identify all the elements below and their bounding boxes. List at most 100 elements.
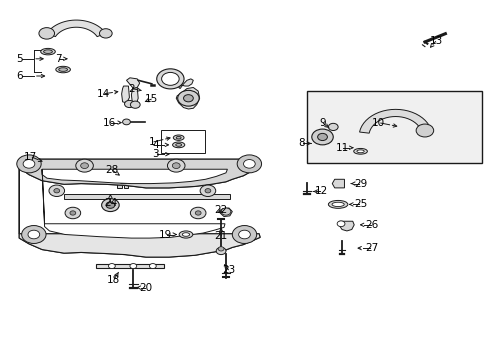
Ellipse shape: [173, 135, 183, 140]
Text: 16: 16: [102, 118, 115, 128]
Text: 24: 24: [103, 198, 117, 208]
Circle shape: [336, 221, 344, 226]
Circle shape: [216, 247, 225, 255]
Text: 15: 15: [145, 94, 158, 104]
Ellipse shape: [175, 143, 181, 146]
Text: 9: 9: [319, 118, 325, 128]
Ellipse shape: [59, 68, 67, 71]
Ellipse shape: [331, 202, 344, 207]
Polygon shape: [122, 86, 129, 103]
Ellipse shape: [56, 66, 70, 73]
Polygon shape: [178, 79, 193, 89]
Circle shape: [195, 211, 201, 215]
Polygon shape: [123, 184, 128, 188]
Ellipse shape: [176, 136, 181, 139]
Ellipse shape: [179, 231, 192, 238]
Circle shape: [17, 155, 41, 173]
Circle shape: [167, 159, 184, 172]
Circle shape: [311, 129, 332, 145]
Circle shape: [76, 159, 93, 172]
Bar: [160, 130, 204, 153]
Circle shape: [204, 189, 210, 193]
Ellipse shape: [353, 148, 366, 154]
Polygon shape: [126, 78, 140, 89]
Circle shape: [218, 247, 224, 251]
Circle shape: [200, 185, 215, 197]
Polygon shape: [359, 109, 431, 133]
Text: 11: 11: [335, 143, 348, 153]
Ellipse shape: [328, 201, 347, 208]
Polygon shape: [64, 194, 229, 199]
Circle shape: [221, 208, 230, 215]
Circle shape: [317, 134, 327, 140]
Circle shape: [232, 226, 256, 243]
Ellipse shape: [172, 142, 184, 148]
Circle shape: [28, 230, 40, 239]
Circle shape: [161, 72, 179, 85]
Polygon shape: [96, 264, 163, 268]
Polygon shape: [117, 184, 122, 188]
Text: 2: 2: [128, 84, 134, 94]
Text: 23: 23: [222, 265, 235, 275]
Bar: [306, 91, 482, 163]
Circle shape: [102, 199, 119, 212]
Polygon shape: [19, 159, 260, 257]
Text: 21: 21: [214, 231, 227, 240]
Circle shape: [149, 264, 156, 269]
Text: 5: 5: [16, 54, 22, 64]
Text: 3: 3: [152, 149, 159, 159]
Text: 17: 17: [24, 152, 38, 162]
Circle shape: [54, 189, 60, 193]
Polygon shape: [114, 173, 131, 184]
Circle shape: [238, 230, 250, 239]
Circle shape: [70, 211, 76, 215]
Text: 12: 12: [314, 186, 327, 197]
Polygon shape: [220, 208, 232, 217]
Circle shape: [124, 100, 134, 108]
Circle shape: [81, 163, 88, 168]
Circle shape: [237, 155, 261, 173]
Polygon shape: [131, 87, 138, 104]
Circle shape: [172, 163, 180, 168]
Circle shape: [177, 90, 199, 106]
Ellipse shape: [417, 128, 431, 133]
Text: 8: 8: [298, 139, 305, 148]
Circle shape: [130, 264, 137, 269]
Polygon shape: [331, 179, 344, 188]
Text: 29: 29: [353, 179, 366, 189]
Circle shape: [65, 207, 81, 219]
Circle shape: [122, 119, 130, 125]
Polygon shape: [19, 234, 260, 257]
Text: 14: 14: [96, 89, 109, 99]
Text: 27: 27: [365, 243, 378, 253]
Text: 10: 10: [371, 118, 385, 128]
Text: 18: 18: [107, 275, 120, 285]
Text: 28: 28: [105, 165, 118, 175]
Circle shape: [108, 264, 115, 269]
Text: 26: 26: [365, 220, 378, 230]
Circle shape: [243, 159, 255, 168]
Circle shape: [328, 123, 337, 131]
Circle shape: [99, 29, 112, 38]
Circle shape: [49, 185, 64, 197]
Circle shape: [106, 202, 115, 208]
Text: 19: 19: [159, 230, 172, 239]
Text: 6: 6: [16, 71, 22, 81]
Ellipse shape: [41, 48, 55, 55]
Polygon shape: [42, 169, 227, 238]
Circle shape: [415, 124, 433, 137]
Circle shape: [21, 226, 46, 243]
Text: 22: 22: [214, 206, 227, 216]
Polygon shape: [339, 221, 353, 231]
Text: 1: 1: [148, 138, 155, 147]
Polygon shape: [47, 20, 105, 37]
Circle shape: [190, 207, 205, 219]
Circle shape: [23, 159, 35, 168]
Ellipse shape: [356, 150, 364, 153]
Text: 20: 20: [139, 283, 152, 293]
Circle shape: [183, 95, 193, 102]
Circle shape: [130, 101, 140, 108]
Polygon shape: [19, 159, 260, 188]
Circle shape: [157, 69, 183, 89]
Text: 7: 7: [55, 54, 61, 64]
